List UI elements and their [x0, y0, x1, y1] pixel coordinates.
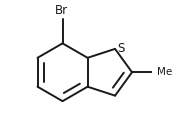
- Text: Br: Br: [55, 4, 68, 17]
- Text: Me: Me: [157, 67, 172, 77]
- Text: S: S: [117, 42, 125, 55]
